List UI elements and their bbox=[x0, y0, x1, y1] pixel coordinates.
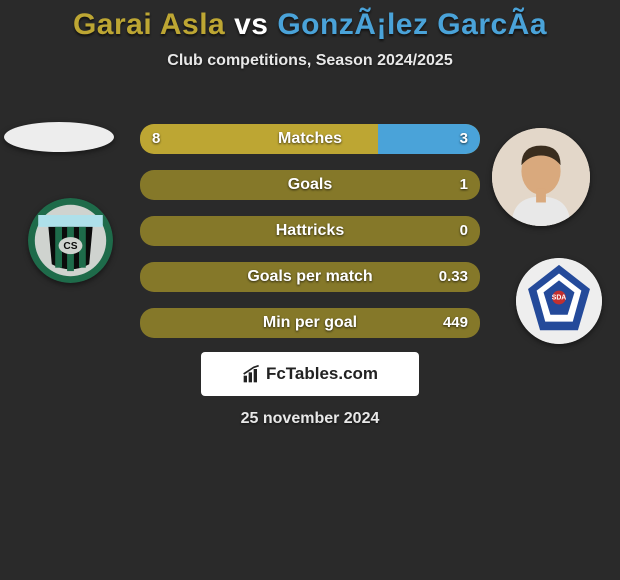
stat-right-value: 3 bbox=[460, 124, 468, 154]
svg-text:SDA: SDA bbox=[552, 294, 567, 301]
crest-right-icon: SDA bbox=[516, 258, 602, 344]
infographic: Garai Asla vs GonzÃ¡lez GarcÃ­a Club com… bbox=[0, 0, 620, 580]
player1-name: Garai Asla bbox=[73, 8, 225, 41]
date-text: 25 november 2024 bbox=[0, 410, 620, 428]
stat-row: Hattricks0 bbox=[140, 216, 480, 246]
chart-icon bbox=[242, 364, 262, 384]
stat-label: Matches bbox=[140, 124, 480, 154]
stat-left-value: 8 bbox=[152, 124, 160, 154]
stat-label: Goals per match bbox=[140, 262, 480, 292]
stat-label: Hattricks bbox=[140, 216, 480, 246]
stat-right-value: 449 bbox=[443, 308, 468, 338]
player2-club-crest: SDA bbox=[516, 258, 602, 344]
stat-row: Goals per match0.33 bbox=[140, 262, 480, 292]
stat-label: Min per goal bbox=[140, 308, 480, 338]
brand-text: FcTables.com bbox=[266, 364, 378, 384]
stat-row: Goals1 bbox=[140, 170, 480, 200]
page-title: Garai Asla vs GonzÃ¡lez GarcÃ­a bbox=[0, 0, 620, 42]
brand-box: FcTables.com bbox=[201, 352, 419, 396]
stat-right-value: 1 bbox=[460, 170, 468, 200]
player2-face-icon bbox=[492, 128, 590, 226]
stat-label: Goals bbox=[140, 170, 480, 200]
player2-avatar bbox=[492, 128, 590, 226]
player1-avatar bbox=[4, 122, 114, 152]
svg-text:CS: CS bbox=[63, 241, 77, 252]
player2-name: GonzÃ¡lez GarcÃ­a bbox=[277, 8, 547, 41]
stat-row: Min per goal449 bbox=[140, 308, 480, 338]
stat-right-value: 0 bbox=[460, 216, 468, 246]
vs-text: vs bbox=[234, 8, 268, 41]
stat-right-value: 0.33 bbox=[439, 262, 468, 292]
comparison-chart: Matches8 3 Goals1 Hattricks0 Goals per match… bbox=[140, 124, 480, 354]
crest-left-icon: CS bbox=[28, 198, 113, 283]
stat-row: Matches8 3 bbox=[140, 124, 480, 154]
subtitle: Club competitions, Season 2024/2025 bbox=[0, 52, 620, 70]
player1-club-crest: CS bbox=[28, 198, 113, 283]
